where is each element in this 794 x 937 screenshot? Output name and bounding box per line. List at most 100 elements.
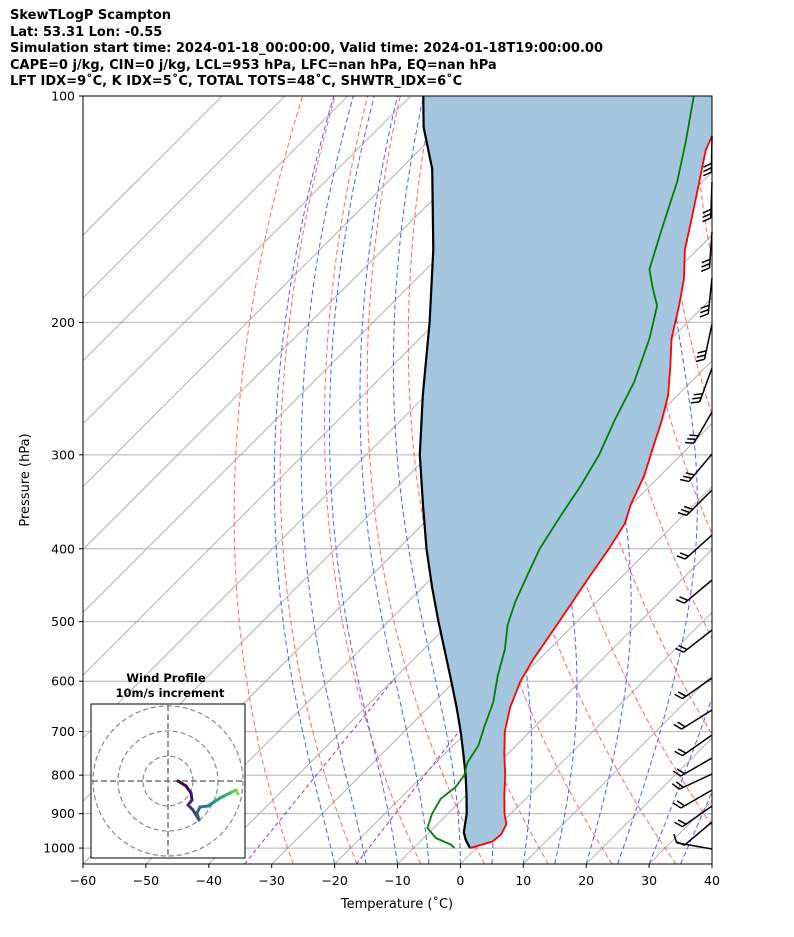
y-tick-label: 100 bbox=[51, 89, 75, 104]
isotherm-line bbox=[83, 96, 223, 236]
wind-barb-shaft bbox=[679, 773, 713, 790]
isotherm-line bbox=[397, 548, 712, 864]
wind-barb bbox=[675, 821, 713, 846]
wind-barb-flag bbox=[674, 821, 683, 828]
wind-barb-flag bbox=[676, 555, 686, 560]
x-tick-label: −30 bbox=[259, 873, 285, 888]
wind-barb-shaft bbox=[693, 411, 713, 444]
wind-barb bbox=[672, 757, 713, 777]
stability-indices-2: LFT IDX=9˚C, K IDX=5˚C, TOTAL TOTS=48˚C,… bbox=[10, 74, 463, 89]
wind-barb-flag bbox=[675, 781, 684, 788]
wind-barb bbox=[676, 534, 713, 560]
moist-adiabat-line bbox=[329, 96, 398, 864]
y-tick-label: 600 bbox=[51, 674, 75, 689]
wind-barb-flag bbox=[671, 783, 680, 790]
dry-adiabat-line bbox=[324, 96, 422, 864]
wind-barb-flag bbox=[696, 354, 706, 358]
wind-barb-flag bbox=[676, 768, 685, 775]
wind-barb-flag bbox=[702, 212, 712, 219]
isotherm-line bbox=[83, 96, 474, 488]
dry-adiabat-line bbox=[660, 96, 712, 416]
isotherm-line bbox=[83, 96, 286, 299]
wind-barb-flag bbox=[700, 308, 709, 314]
wind-profile-inset: Wind Profile 10m/s increment bbox=[90, 671, 246, 859]
wind-barb-flag bbox=[685, 441, 695, 444]
moist-adiabat-line bbox=[359, 96, 430, 864]
x-tick-label: −10 bbox=[384, 873, 410, 888]
wind-barb-flag bbox=[690, 401, 700, 404]
x-tick-label: −50 bbox=[133, 873, 159, 888]
wind-barb-flag bbox=[702, 171, 712, 177]
y-tick-label: 500 bbox=[51, 614, 75, 629]
wind-barb-flag bbox=[672, 770, 682, 777]
hodograph-trace-segment bbox=[176, 779, 188, 788]
y-tick-label: 400 bbox=[51, 541, 75, 556]
parcel-profile-line bbox=[418, 96, 471, 849]
wind-barb-flag bbox=[692, 397, 702, 400]
isotherm-line bbox=[83, 96, 411, 425]
dewpoint-profile-line bbox=[426, 96, 695, 849]
wind-barb-shaft bbox=[681, 709, 713, 730]
wind-barb-flag bbox=[699, 313, 709, 318]
wind-barb-flag bbox=[701, 262, 711, 268]
y-axis-title: Pressure (hPa) bbox=[18, 433, 33, 526]
moist-adiabat-line bbox=[648, 696, 712, 864]
wind-barb-flag bbox=[683, 505, 693, 511]
x-tick-label: 10 bbox=[515, 873, 531, 888]
wind-barb bbox=[679, 453, 713, 483]
wind-barb bbox=[674, 805, 713, 828]
wind-barb-flag bbox=[689, 434, 699, 437]
wind-barb-shaft bbox=[698, 367, 713, 403]
wind-barb-flag bbox=[675, 647, 684, 653]
y-tick-label: 900 bbox=[51, 806, 75, 821]
wind-barb bbox=[673, 833, 713, 850]
y-tick-label: 200 bbox=[51, 315, 75, 330]
wind-barb bbox=[672, 789, 713, 809]
y-tick-label: 300 bbox=[51, 447, 75, 462]
moist-adiabat-line bbox=[744, 96, 794, 864]
moist-adiabat-line bbox=[617, 96, 698, 864]
wind-barb-flag bbox=[702, 217, 712, 223]
wind-barb-flag bbox=[680, 508, 690, 514]
wind-barb-shaft bbox=[683, 629, 713, 653]
isotherm-line bbox=[83, 96, 349, 362]
wind-barb-shaft bbox=[683, 821, 713, 846]
wind-barb bbox=[675, 629, 713, 653]
wind-barb bbox=[685, 411, 713, 444]
wind-barb-flag bbox=[702, 208, 712, 214]
simulation-times: Simulation start time: 2024-01-18_00:00:… bbox=[10, 41, 603, 56]
wind-barb bbox=[674, 677, 713, 700]
wind-profile-subtitle: 10m/s increment bbox=[116, 686, 225, 700]
wind-barb-flag bbox=[682, 475, 692, 479]
wind-barb-flag bbox=[693, 392, 703, 396]
dry-adiabat-line bbox=[279, 96, 358, 864]
y-tick-label: 1000 bbox=[43, 841, 75, 856]
wind-barb-shaft bbox=[688, 453, 713, 483]
x-tick-label: −60 bbox=[70, 873, 96, 888]
wind-barb-flag bbox=[679, 478, 690, 483]
wind-barb-shaft bbox=[686, 489, 713, 516]
wind-barb bbox=[674, 734, 713, 757]
wind-barb-shaft bbox=[680, 789, 713, 809]
wind-barb-flag bbox=[697, 350, 707, 354]
chart-header: SkewTLogP Scampton Lat: 53.31 Lon: -0.55… bbox=[10, 8, 603, 91]
wind-barb-flag bbox=[673, 723, 682, 730]
wind-barb-flag bbox=[700, 267, 710, 273]
wind-barb-flag bbox=[695, 358, 705, 363]
wind-barb bbox=[695, 323, 713, 363]
dry-adiabat-line bbox=[233, 96, 303, 864]
wind-barb-flag bbox=[677, 819, 687, 825]
wind-barb-flag bbox=[677, 748, 687, 754]
axes: −60 −50 −40 −30 −20 −10 0 10 20 30 40 100 200 300 400 5… bbox=[43, 89, 720, 889]
wind-barb-flag bbox=[703, 162, 712, 168]
moist-adiabat-line bbox=[711, 862, 712, 864]
wind-barb-shaft bbox=[682, 677, 713, 700]
dry-adiabat-line bbox=[366, 96, 485, 864]
wind-barb-flag bbox=[679, 596, 689, 602]
wind-barb bbox=[673, 709, 713, 730]
wind-barb-flag bbox=[677, 511, 687, 517]
wind-barb bbox=[699, 277, 713, 318]
sounding-profiles bbox=[418, 96, 712, 849]
isotherm-line bbox=[83, 96, 537, 551]
